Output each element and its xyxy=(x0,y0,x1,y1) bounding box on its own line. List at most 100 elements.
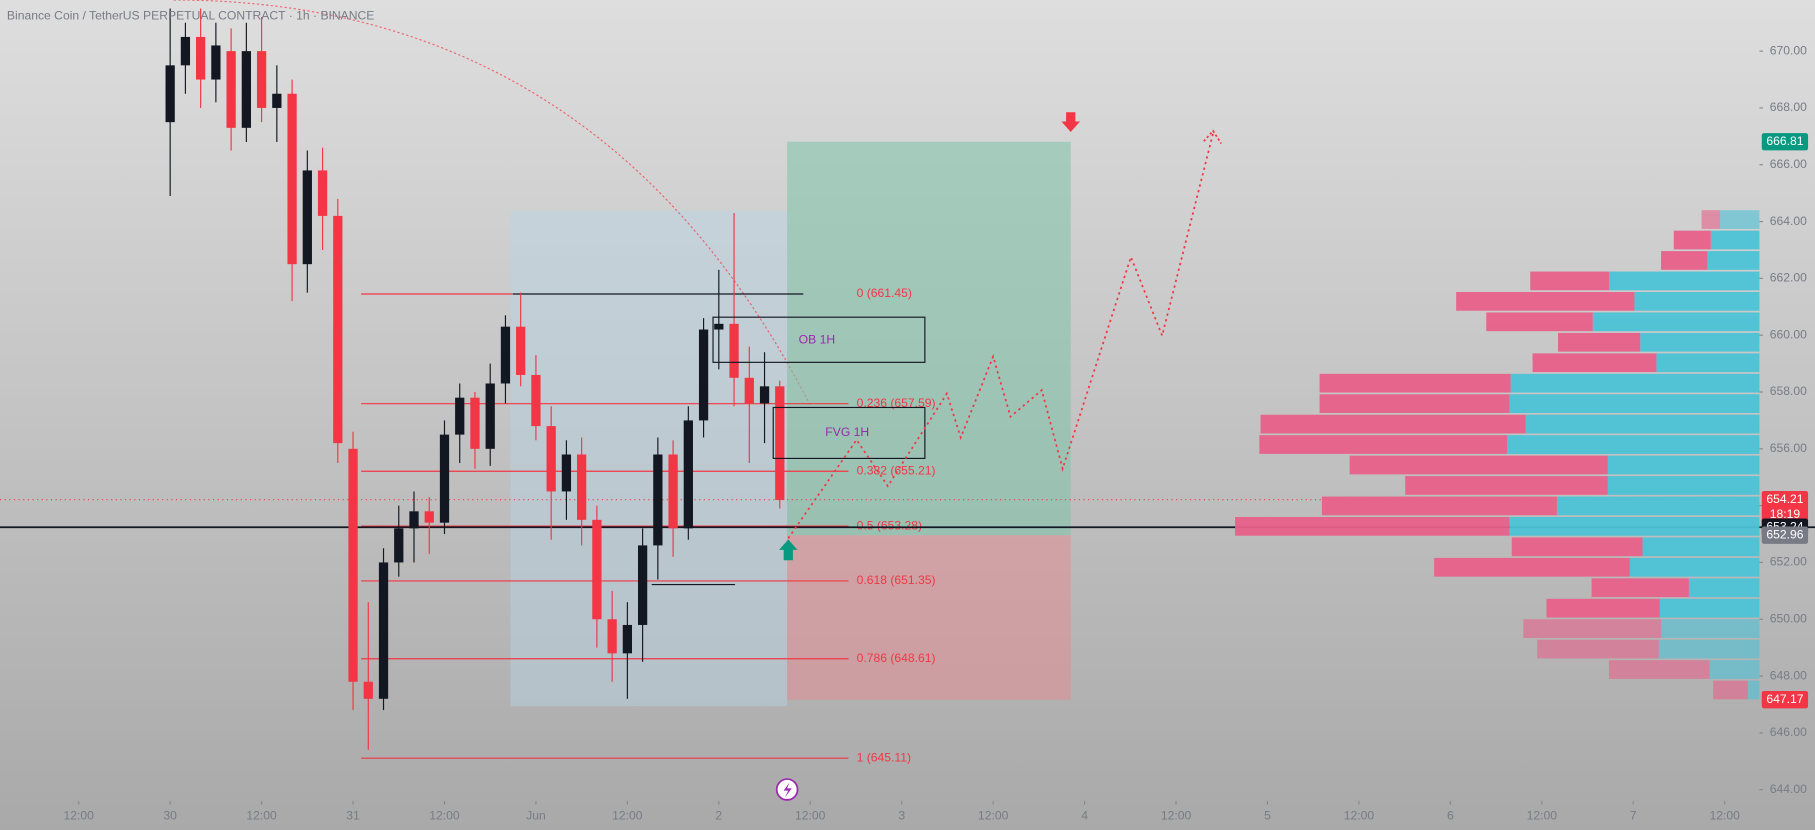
axes: 644.00646.00648.00650.00652.00654.00656.… xyxy=(64,43,1809,822)
y-tick-label: 646.00 xyxy=(1770,725,1807,739)
vp-sell xyxy=(1661,251,1708,270)
vp-sell xyxy=(1321,496,1557,516)
price-tag xyxy=(1761,133,1809,151)
price-tag-label: 654.21 xyxy=(1766,492,1803,506)
candle-body xyxy=(531,374,541,427)
candle-body xyxy=(348,448,358,682)
candle-body xyxy=(561,454,572,492)
vp-sell xyxy=(1319,394,1510,413)
candle-body xyxy=(485,383,495,449)
candle-body xyxy=(211,45,221,80)
x-tick-label: 12:00 xyxy=(429,808,460,822)
range-box xyxy=(510,210,788,707)
price-tag-label: 666.81 xyxy=(1766,134,1803,148)
fib-label: 0 (661.45) xyxy=(857,286,912,300)
event-icon-bolt xyxy=(783,782,792,798)
candle-body xyxy=(272,93,282,108)
candle-body xyxy=(409,511,419,529)
candle-body xyxy=(500,326,511,384)
candle-body xyxy=(653,454,663,546)
fib-label: 0.5 (653.28) xyxy=(857,518,922,532)
vp-buy xyxy=(1720,210,1760,229)
candle-body xyxy=(287,93,297,265)
y-tick-label: 668.00 xyxy=(1770,100,1807,114)
candle-body xyxy=(317,170,328,216)
price-tag xyxy=(1761,526,1809,544)
zone-label: FVG 1H xyxy=(825,425,869,439)
candle-body xyxy=(622,624,633,654)
fib-label: 1 (645.11) xyxy=(857,750,911,764)
projection-path xyxy=(787,132,1214,539)
vp-buy xyxy=(1607,476,1760,495)
vp-buy xyxy=(1556,496,1760,516)
y-tick-label: 652.00 xyxy=(1770,555,1807,569)
candle-body xyxy=(729,323,739,378)
candle-body xyxy=(577,454,587,520)
price-tag-label: 652.96 xyxy=(1766,527,1803,541)
fib-label: 0.618 (651.35) xyxy=(857,573,936,587)
vp-sell xyxy=(1235,516,1510,536)
y-tick-label: 650.00 xyxy=(1770,611,1807,625)
x-tick-label: 31 xyxy=(346,808,360,822)
candles xyxy=(165,8,785,750)
position-box xyxy=(787,141,1071,700)
vp-sell xyxy=(1456,292,1635,311)
vp-buy xyxy=(1656,353,1760,373)
x-tick-label: 12:00 xyxy=(795,808,826,822)
fib-label: 0.236 (657.59) xyxy=(857,396,936,410)
vp-buy xyxy=(1607,455,1760,475)
vp-buy xyxy=(1592,312,1760,332)
x-tick-label: Jun xyxy=(526,808,546,822)
x-tick-label: 12:00 xyxy=(246,808,277,822)
x-tick-label: 12:00 xyxy=(612,808,643,822)
x-tick-label: 2 xyxy=(715,808,722,822)
vp-sell xyxy=(1260,414,1526,434)
candle-body xyxy=(698,329,709,421)
candle-body xyxy=(455,397,465,435)
vp-sell xyxy=(1537,639,1659,659)
vp-sell xyxy=(1349,455,1608,475)
ob-zone xyxy=(712,316,926,363)
candle-body xyxy=(394,528,404,563)
chart-title: Binance Coin / TetherUS PERPETUAL CONTRA… xyxy=(7,8,374,22)
arc-drawing xyxy=(173,0,811,406)
x-tick-label: 12:00 xyxy=(64,808,95,822)
candle-body xyxy=(546,426,556,492)
vp-buy xyxy=(1659,598,1760,618)
entry-arrow xyxy=(779,539,798,561)
x-tick-label: 5 xyxy=(1264,808,1271,822)
x-tick-label: 12:00 xyxy=(1161,808,1192,822)
x-tick-label: 4 xyxy=(1081,808,1088,822)
vp-sell xyxy=(1530,271,1609,291)
vp-buy xyxy=(1747,680,1760,700)
projection-arrow xyxy=(1203,129,1222,145)
x-tick-label: 6 xyxy=(1447,808,1454,822)
candle-body xyxy=(470,397,480,449)
vp-sell xyxy=(1486,312,1593,332)
candle-body xyxy=(637,545,648,625)
y-tick-label: 666.00 xyxy=(1770,157,1807,171)
candle-body xyxy=(241,51,251,128)
candle-body xyxy=(516,326,526,375)
vp-sell xyxy=(1701,210,1721,229)
candle-body xyxy=(333,215,343,444)
candle-body xyxy=(592,519,602,620)
vp-sell xyxy=(1558,332,1641,352)
candle-body xyxy=(439,434,450,523)
vp-sell xyxy=(1405,476,1608,495)
vp-sell xyxy=(1319,373,1511,393)
vp-buy xyxy=(1661,619,1760,638)
x-tick-label: 12:00 xyxy=(978,808,1009,822)
vp-buy xyxy=(1510,373,1760,393)
vp-sell xyxy=(1608,660,1710,679)
candle-body xyxy=(196,36,206,80)
volume-profile xyxy=(1235,210,1760,700)
zone-label: OB 1H xyxy=(799,333,835,347)
vp-buy xyxy=(1709,660,1760,679)
candle-body xyxy=(363,681,373,699)
vp-sell xyxy=(1532,353,1657,373)
candle-body xyxy=(226,51,236,128)
vp-sell xyxy=(1511,537,1643,557)
candle-body xyxy=(714,323,724,330)
